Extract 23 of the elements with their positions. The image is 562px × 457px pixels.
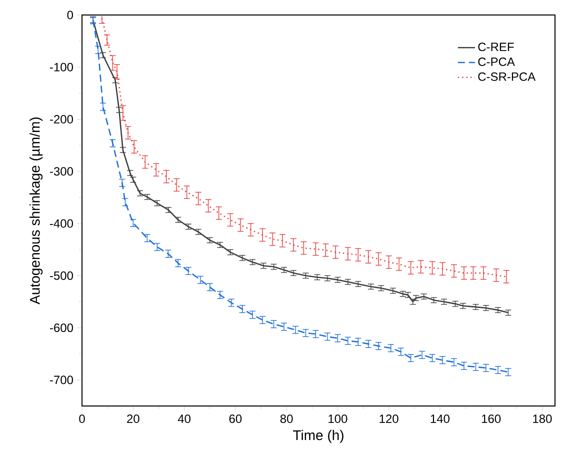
x-tick-label: 160 <box>482 414 501 424</box>
y-tick-label: -200 <box>50 115 74 124</box>
y-tick-label: -700 <box>50 376 74 384</box>
legend-label: C-SR-PCA <box>478 72 536 81</box>
x-tick-label: 60 <box>229 414 242 424</box>
x-tick-label: 180 <box>533 414 552 424</box>
y-tick-label: -500 <box>50 271 74 280</box>
x-tick-label: 0 <box>79 414 85 424</box>
legend-label: C-PCA <box>478 58 515 66</box>
y-tick-label: -100 <box>50 62 74 72</box>
legend-label: C-REF <box>478 42 514 52</box>
x-tick-label: 80 <box>280 414 293 424</box>
x-axis-title: Time (h) <box>293 430 344 443</box>
x-tick-label: 140 <box>430 414 450 424</box>
x-tick-label: 40 <box>178 414 190 424</box>
y-tick-label: 0 <box>67 10 74 20</box>
y-tick-label: -400 <box>50 219 74 228</box>
x-tick-label: 100 <box>328 414 348 424</box>
x-tick-label: 120 <box>380 414 398 424</box>
y-tick-label: -600 <box>50 324 74 332</box>
x-tick-label: 20 <box>127 414 140 424</box>
y-tick-label: -300 <box>50 167 74 176</box>
y-axis-title: Autogenous shrinkage (µm/m) <box>30 117 43 304</box>
